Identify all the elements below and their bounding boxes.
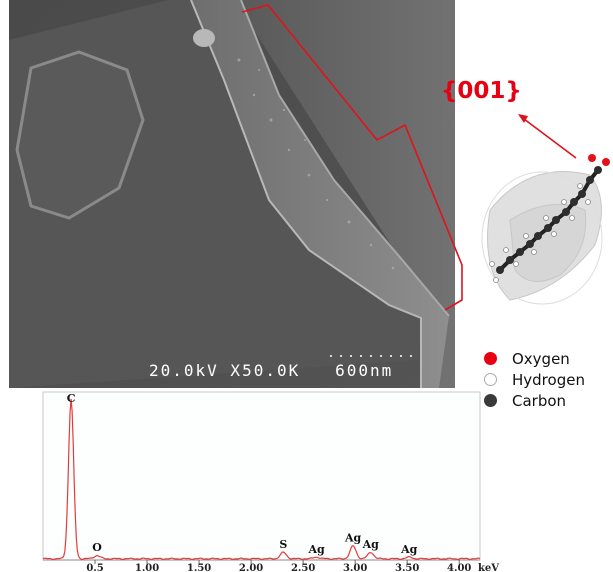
plot-area — [42, 391, 481, 561]
hydrogen-dot-icon — [484, 373, 497, 386]
facet-label: {001} — [441, 78, 522, 104]
legend-label: Hydrogen — [512, 370, 585, 389]
facet-arrow-head — [518, 114, 528, 123]
x-tick-label: 3.00 — [343, 563, 367, 572]
sem-micrograph: 20.0kV X50.0K 600nm — [9, 0, 455, 388]
carbon-dot-icon — [484, 394, 497, 407]
spectrum-line — [42, 398, 481, 561]
legend-item-oxygen: Oxygen — [484, 348, 585, 369]
x-tick-label: 3.50 — [395, 563, 419, 572]
x-unit-label: keV — [478, 563, 499, 572]
peak-label: O — [92, 541, 102, 554]
x-tick-label: 2.00 — [239, 563, 263, 572]
sem-image — [9, 0, 455, 388]
legend-item-hydrogen: Hydrogen — [484, 369, 585, 390]
x-tick-label: 1.00 — [135, 563, 159, 572]
facet-bracket — [241, 4, 463, 311]
x-tick-label: 2.50 — [291, 563, 315, 572]
atom-legend: Oxygen Hydrogen Carbon — [484, 348, 585, 411]
facet-annotation — [241, 4, 577, 311]
oxygen-dot-icon — [484, 352, 497, 365]
facet-arrow — [519, 115, 577, 159]
peak-label: C — [67, 392, 76, 405]
peak-label: Ag — [308, 543, 326, 556]
peak-label: Ag — [400, 543, 418, 556]
x-tick-label: 4.00 — [447, 563, 471, 572]
legend-label: Carbon — [512, 391, 567, 410]
x-tick-label: 1.50 — [187, 563, 211, 572]
peak-label: S — [279, 538, 287, 551]
peak-label: Ag — [362, 538, 380, 551]
x-tick-label: 0.5 — [86, 563, 103, 572]
legend-item-carbon: Carbon — [484, 390, 585, 411]
legend-label: Oxygen — [512, 349, 570, 368]
peak-label: Ag — [344, 532, 362, 545]
molecule-model — [481, 154, 610, 305]
sem-scale-caption: 20.0kV X50.0K 600nm — [149, 361, 394, 380]
